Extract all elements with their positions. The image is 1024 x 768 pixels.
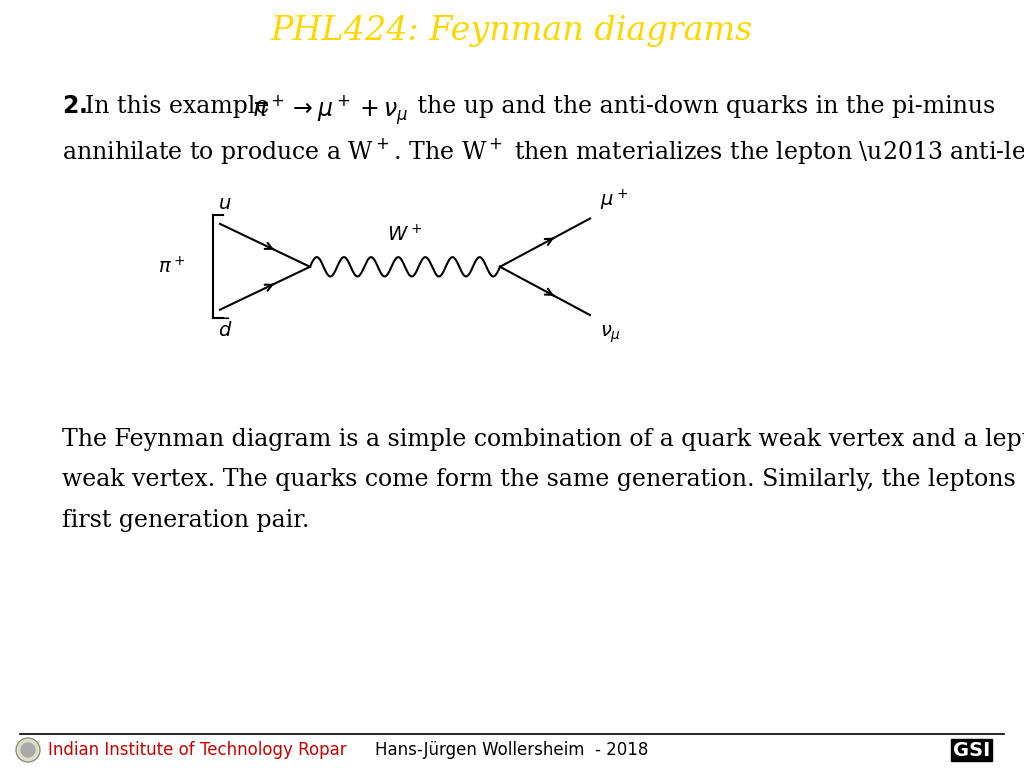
Text: PHL424: Feynman diagrams: PHL424: Feynman diagrams: [271, 15, 753, 48]
Text: $W^+$: $W^+$: [387, 224, 423, 245]
Text: the up and the anti-down quarks in the pi-minus: the up and the anti-down quarks in the p…: [410, 95, 995, 118]
Text: The Feynman diagram is a simple combination of a quark weak vertex and a lepton-: The Feynman diagram is a simple combinat…: [62, 428, 1024, 451]
Text: GSI: GSI: [952, 740, 990, 760]
Text: $u$: $u$: [218, 195, 231, 214]
Text: Indian Institute of Technology Ropar: Indian Institute of Technology Ropar: [48, 741, 347, 759]
Text: In this example: In this example: [85, 95, 269, 118]
Text: $\pi^+ \rightarrow \mu^+ + \nu_\mu$: $\pi^+ \rightarrow \mu^+ + \nu_\mu$: [252, 93, 409, 127]
Circle shape: [22, 743, 35, 757]
Text: annihilate to produce a W$^+$. The W$^+$ then materializes the lepton \u2013 ant: annihilate to produce a W$^+$. The W$^+$…: [62, 136, 1024, 166]
Text: $\pi^+$: $\pi^+$: [158, 257, 185, 277]
Text: GSI: GSI: [952, 740, 990, 760]
Text: $\nu_\mu$: $\nu_\mu$: [600, 323, 621, 345]
Text: first generation pair.: first generation pair.: [62, 509, 309, 532]
Text: $\mathbf{2.}$: $\mathbf{2.}$: [62, 95, 87, 118]
Text: Hans-Jürgen Wollersheim  - 2018: Hans-Jürgen Wollersheim - 2018: [376, 741, 648, 759]
Text: weak vertex. The quarks come form the same generation. Similarly, the leptons ar: weak vertex. The quarks come form the sa…: [62, 468, 1024, 492]
Text: $\bar{d}$: $\bar{d}$: [218, 318, 232, 341]
Text: $\mu^+$: $\mu^+$: [600, 188, 629, 214]
Circle shape: [16, 738, 40, 762]
